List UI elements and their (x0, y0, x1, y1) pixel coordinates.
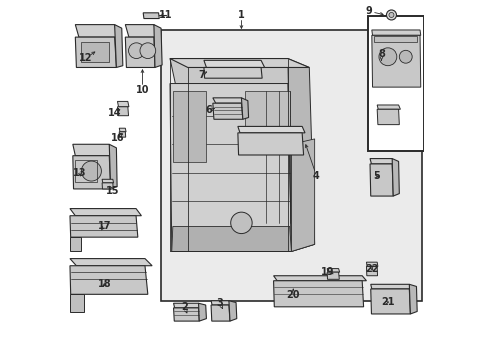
Polygon shape (372, 30, 421, 35)
Polygon shape (238, 126, 305, 133)
Polygon shape (102, 179, 114, 183)
Bar (161, 30, 422, 301)
Polygon shape (245, 91, 290, 152)
Polygon shape (229, 301, 237, 321)
Polygon shape (292, 139, 315, 251)
Text: 1: 1 (238, 10, 245, 20)
Circle shape (387, 10, 396, 20)
Polygon shape (118, 107, 128, 116)
Polygon shape (172, 226, 292, 251)
Circle shape (231, 212, 252, 234)
Polygon shape (327, 269, 340, 272)
Polygon shape (70, 216, 138, 237)
Polygon shape (70, 237, 81, 251)
Circle shape (389, 13, 394, 18)
Polygon shape (70, 266, 148, 294)
Text: 18: 18 (98, 279, 112, 289)
Text: 11: 11 (159, 10, 172, 20)
Text: 3: 3 (217, 298, 223, 308)
Polygon shape (377, 105, 400, 109)
Text: 2: 2 (181, 302, 188, 312)
Polygon shape (238, 133, 304, 155)
Bar (81, 42, 109, 62)
Polygon shape (204, 60, 265, 67)
Polygon shape (213, 103, 243, 119)
Polygon shape (409, 284, 417, 314)
Polygon shape (211, 305, 230, 321)
Polygon shape (273, 281, 364, 307)
Polygon shape (119, 128, 126, 132)
Polygon shape (370, 164, 393, 196)
Text: 16: 16 (111, 133, 125, 143)
Polygon shape (170, 59, 295, 84)
Text: 22: 22 (365, 264, 379, 274)
Polygon shape (288, 59, 315, 251)
Text: 13: 13 (73, 168, 87, 178)
Text: 20: 20 (287, 290, 300, 300)
Circle shape (128, 43, 144, 59)
Polygon shape (211, 301, 231, 305)
Text: 15: 15 (106, 186, 120, 196)
Polygon shape (73, 144, 112, 156)
Polygon shape (242, 98, 248, 119)
Text: 8: 8 (378, 49, 385, 59)
Polygon shape (377, 109, 399, 125)
Polygon shape (372, 35, 421, 87)
Polygon shape (125, 37, 155, 67)
Polygon shape (371, 284, 411, 289)
Polygon shape (102, 183, 113, 189)
Polygon shape (70, 258, 152, 266)
Polygon shape (367, 262, 378, 266)
Text: 7: 7 (198, 69, 205, 80)
Text: 6: 6 (205, 105, 212, 115)
Polygon shape (143, 13, 159, 18)
Polygon shape (125, 24, 157, 37)
Polygon shape (75, 37, 117, 67)
Polygon shape (170, 59, 309, 67)
Polygon shape (75, 24, 118, 37)
Text: 12: 12 (79, 53, 93, 63)
Text: 21: 21 (381, 297, 394, 307)
Text: 10: 10 (136, 85, 149, 95)
Polygon shape (327, 272, 339, 279)
Polygon shape (371, 289, 411, 314)
Polygon shape (198, 303, 206, 321)
Text: 5: 5 (373, 171, 380, 181)
Text: 17: 17 (98, 221, 112, 231)
Polygon shape (119, 132, 126, 137)
Polygon shape (213, 98, 245, 103)
Polygon shape (118, 102, 129, 107)
Polygon shape (170, 84, 292, 251)
Polygon shape (173, 91, 206, 162)
Circle shape (379, 48, 397, 66)
Polygon shape (70, 208, 142, 216)
Polygon shape (204, 67, 262, 78)
Bar (368, 16, 424, 152)
Polygon shape (367, 266, 377, 276)
Circle shape (140, 43, 156, 59)
Circle shape (399, 50, 412, 63)
Text: 14: 14 (108, 108, 122, 118)
Bar (75, 160, 97, 182)
Polygon shape (154, 24, 162, 67)
Polygon shape (173, 303, 200, 308)
Circle shape (81, 161, 101, 181)
Polygon shape (173, 308, 199, 321)
Text: 9: 9 (366, 6, 373, 17)
Polygon shape (392, 158, 399, 196)
Polygon shape (109, 144, 117, 189)
Polygon shape (70, 294, 84, 312)
Polygon shape (370, 158, 394, 164)
Polygon shape (273, 276, 367, 281)
Text: 4: 4 (313, 171, 320, 181)
Polygon shape (115, 24, 123, 67)
Polygon shape (73, 156, 111, 189)
Text: 19: 19 (321, 267, 335, 277)
Bar (374, 36, 417, 42)
